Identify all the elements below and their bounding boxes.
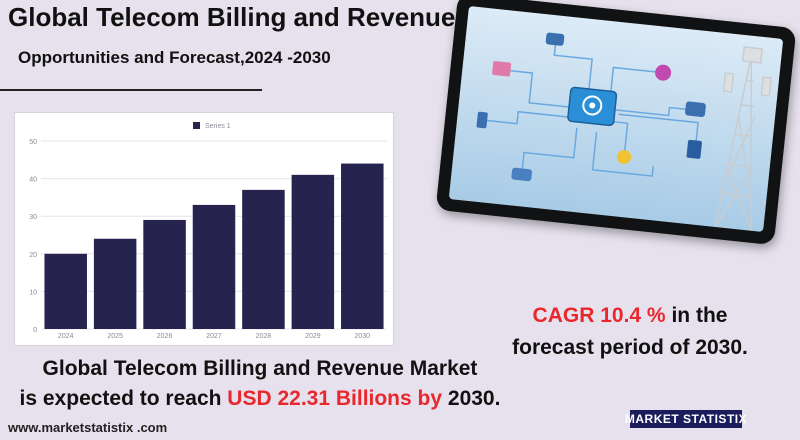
summary-suffix: 2030. <box>447 387 501 410</box>
cagr-line2: forecast period of 2030. <box>512 336 748 359</box>
summary-prefix: is expected to reach <box>19 387 222 410</box>
bar-2030 <box>341 163 384 329</box>
y-tick-label: 30 <box>29 214 37 221</box>
bulb-icon <box>617 150 632 165</box>
heart-icon <box>655 64 672 81</box>
cagr-label: CAGR <box>532 304 595 327</box>
tablet-illustration <box>435 0 797 246</box>
iot-network-graphic <box>476 32 772 231</box>
bar-2026 <box>143 219 186 329</box>
x-tick-label: 2028 <box>256 333 272 340</box>
cagr-value: 10.4 % <box>600 304 666 327</box>
website-url: www.marketstatistix .com <box>8 420 168 435</box>
drone-icon <box>511 167 532 182</box>
x-tick-label: 2025 <box>107 333 123 340</box>
x-tick-label: 2027 <box>206 333 222 340</box>
y-tick-label: 50 <box>29 139 37 146</box>
brand-logo: MARKET STATISTIX <box>624 410 748 428</box>
x-tick-label: 2029 <box>305 333 321 340</box>
bar-chart: 0 10 20 30 40 50 2024 2025 2026 2027 2028 2029 2030 S… <box>14 112 394 346</box>
y-tick-label: 40 <box>29 177 37 184</box>
camera-icon <box>685 101 706 117</box>
signal-hub-icon <box>567 86 618 127</box>
cell-tower-icon <box>714 46 772 231</box>
summary-highlight: USD 22.31 Billions by <box>227 387 443 410</box>
x-tick-label: 2024 <box>58 333 74 340</box>
car-icon <box>545 32 565 46</box>
x-tick-label: 2026 <box>157 333 173 340</box>
bar-2025 <box>93 238 137 329</box>
x-tick-label: 2030 <box>354 333 370 340</box>
phone-icon <box>476 111 488 129</box>
bar-2028 <box>242 189 285 329</box>
cagr-statement: CAGR 10.4 % in the forecast period of 20… <box>480 300 780 364</box>
cagr-suffix: in the <box>671 304 728 327</box>
legend-label: Series 1 <box>205 123 231 130</box>
y-tick-label: 0 <box>33 327 37 334</box>
summary-line1: Global Telecom Billing and Revenue Marke… <box>42 357 478 380</box>
market-summary: Global Telecom Billing and Revenue Marke… <box>0 354 520 414</box>
bar-2029 <box>291 174 335 329</box>
printer-icon <box>492 61 512 77</box>
page-subtitle: Opportunities and Forecast,2024 -2030 <box>18 48 331 67</box>
y-tick-label: 20 <box>29 252 37 259</box>
bar-2027 <box>192 204 236 329</box>
chart-legend: Series 1 <box>193 122 231 130</box>
tablet-screen <box>448 6 784 232</box>
document-icon <box>686 139 702 159</box>
bar-2024 <box>44 253 87 329</box>
title-divider <box>0 89 262 91</box>
y-tick-label: 10 <box>29 289 37 296</box>
legend-swatch <box>193 122 200 129</box>
